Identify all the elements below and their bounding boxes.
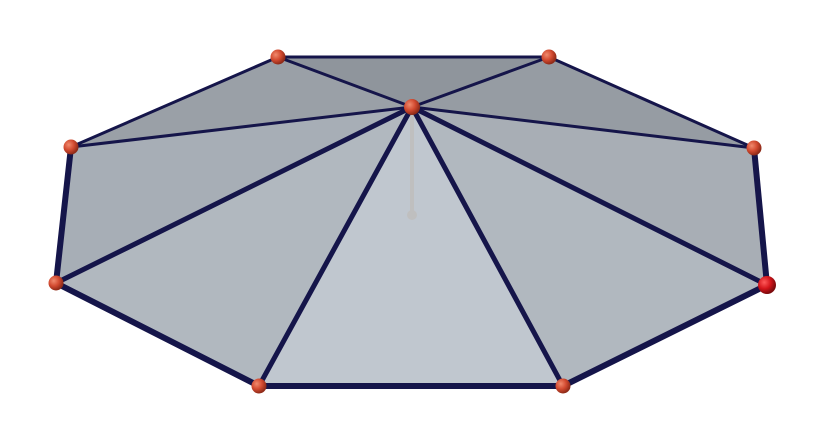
- base-edge: [560, 282, 770, 389]
- base-edge: [751, 145, 770, 288]
- pyramid-vertices: [48, 49, 776, 394]
- base-vertex: [48, 275, 64, 291]
- base-vertex: [746, 140, 762, 156]
- base-vertex: [541, 49, 557, 65]
- pyramid-face: [56, 107, 412, 386]
- base-edge: [69, 55, 280, 149]
- base-vertex: [251, 378, 267, 394]
- pyramid-face: [71, 57, 412, 147]
- base-edge: [547, 55, 756, 150]
- lateral-edge: [409, 104, 770, 288]
- lateral-edge: [409, 104, 566, 389]
- lateral-edge: [276, 55, 414, 109]
- height-axis: [407, 105, 417, 220]
- pyramid-face: [278, 57, 549, 107]
- pyramid-face: [412, 107, 767, 386]
- lateral-edge: [69, 105, 414, 149]
- base-vertex: [555, 378, 571, 394]
- base-edge: [53, 280, 262, 389]
- pyramid-face: [259, 107, 563, 386]
- pyramid-face: [412, 57, 754, 148]
- lateral-edge: [410, 55, 551, 109]
- pyramid-edges: [53, 55, 770, 389]
- lateral-edge: [256, 104, 415, 389]
- selected-vertex: [758, 276, 776, 294]
- apex-vertex: [404, 99, 420, 115]
- base-center-point: [407, 210, 417, 220]
- base-vertex: [270, 49, 286, 65]
- base-edge: [53, 144, 74, 286]
- lateral-edge: [410, 105, 756, 150]
- base-vertex: [63, 139, 79, 155]
- lateral-edge: [53, 104, 415, 286]
